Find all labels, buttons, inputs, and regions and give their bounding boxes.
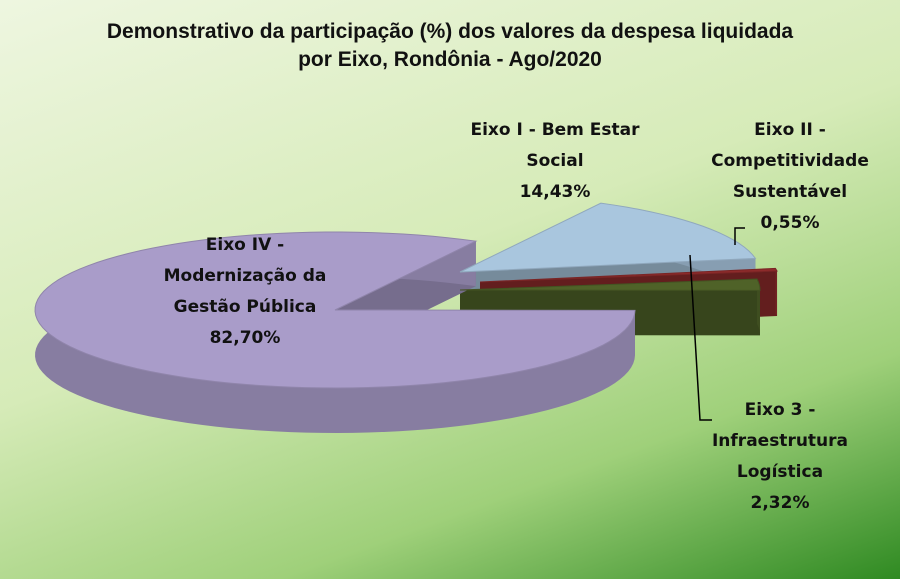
- leader-line: [734, 227, 745, 245]
- slice-label: Eixo II - Competitividade Sustentável 0,5…: [690, 115, 890, 239]
- value-label: 82,70%: [209, 328, 281, 348]
- slice: [459, 278, 761, 291]
- value-label: 14,43%: [519, 182, 591, 202]
- slice: [479, 267, 778, 283]
- slice-label: Eixo IV - Modernização da Gestão Pública…: [160, 230, 330, 354]
- chart-title: Demonstrativo da participação (%) dos va…: [106, 20, 794, 71]
- slice-label: Eixo 3 - Infraestrutura Logística 2,32%: [695, 395, 865, 519]
- slice-side: [757, 279, 760, 336]
- value-label: 0,55%: [760, 213, 820, 233]
- value-label: 2,32%: [750, 493, 810, 513]
- category-label: Eixo IV - Modernização da Gestão Pública: [163, 235, 327, 317]
- slice-label: Eixo I - Bem Estar Social 14,43%: [445, 115, 665, 208]
- category-label: Eixo II - Competitividade Sustentável: [711, 120, 869, 202]
- slice: [459, 202, 757, 273]
- leader-line: [689, 254, 712, 421]
- category-label: Eixo 3 - Infraestrutura Logística: [711, 400, 849, 482]
- slice: [34, 231, 636, 389]
- category-label: Eixo I - Bem Estar Social: [470, 120, 640, 171]
- slice-side: [775, 268, 778, 317]
